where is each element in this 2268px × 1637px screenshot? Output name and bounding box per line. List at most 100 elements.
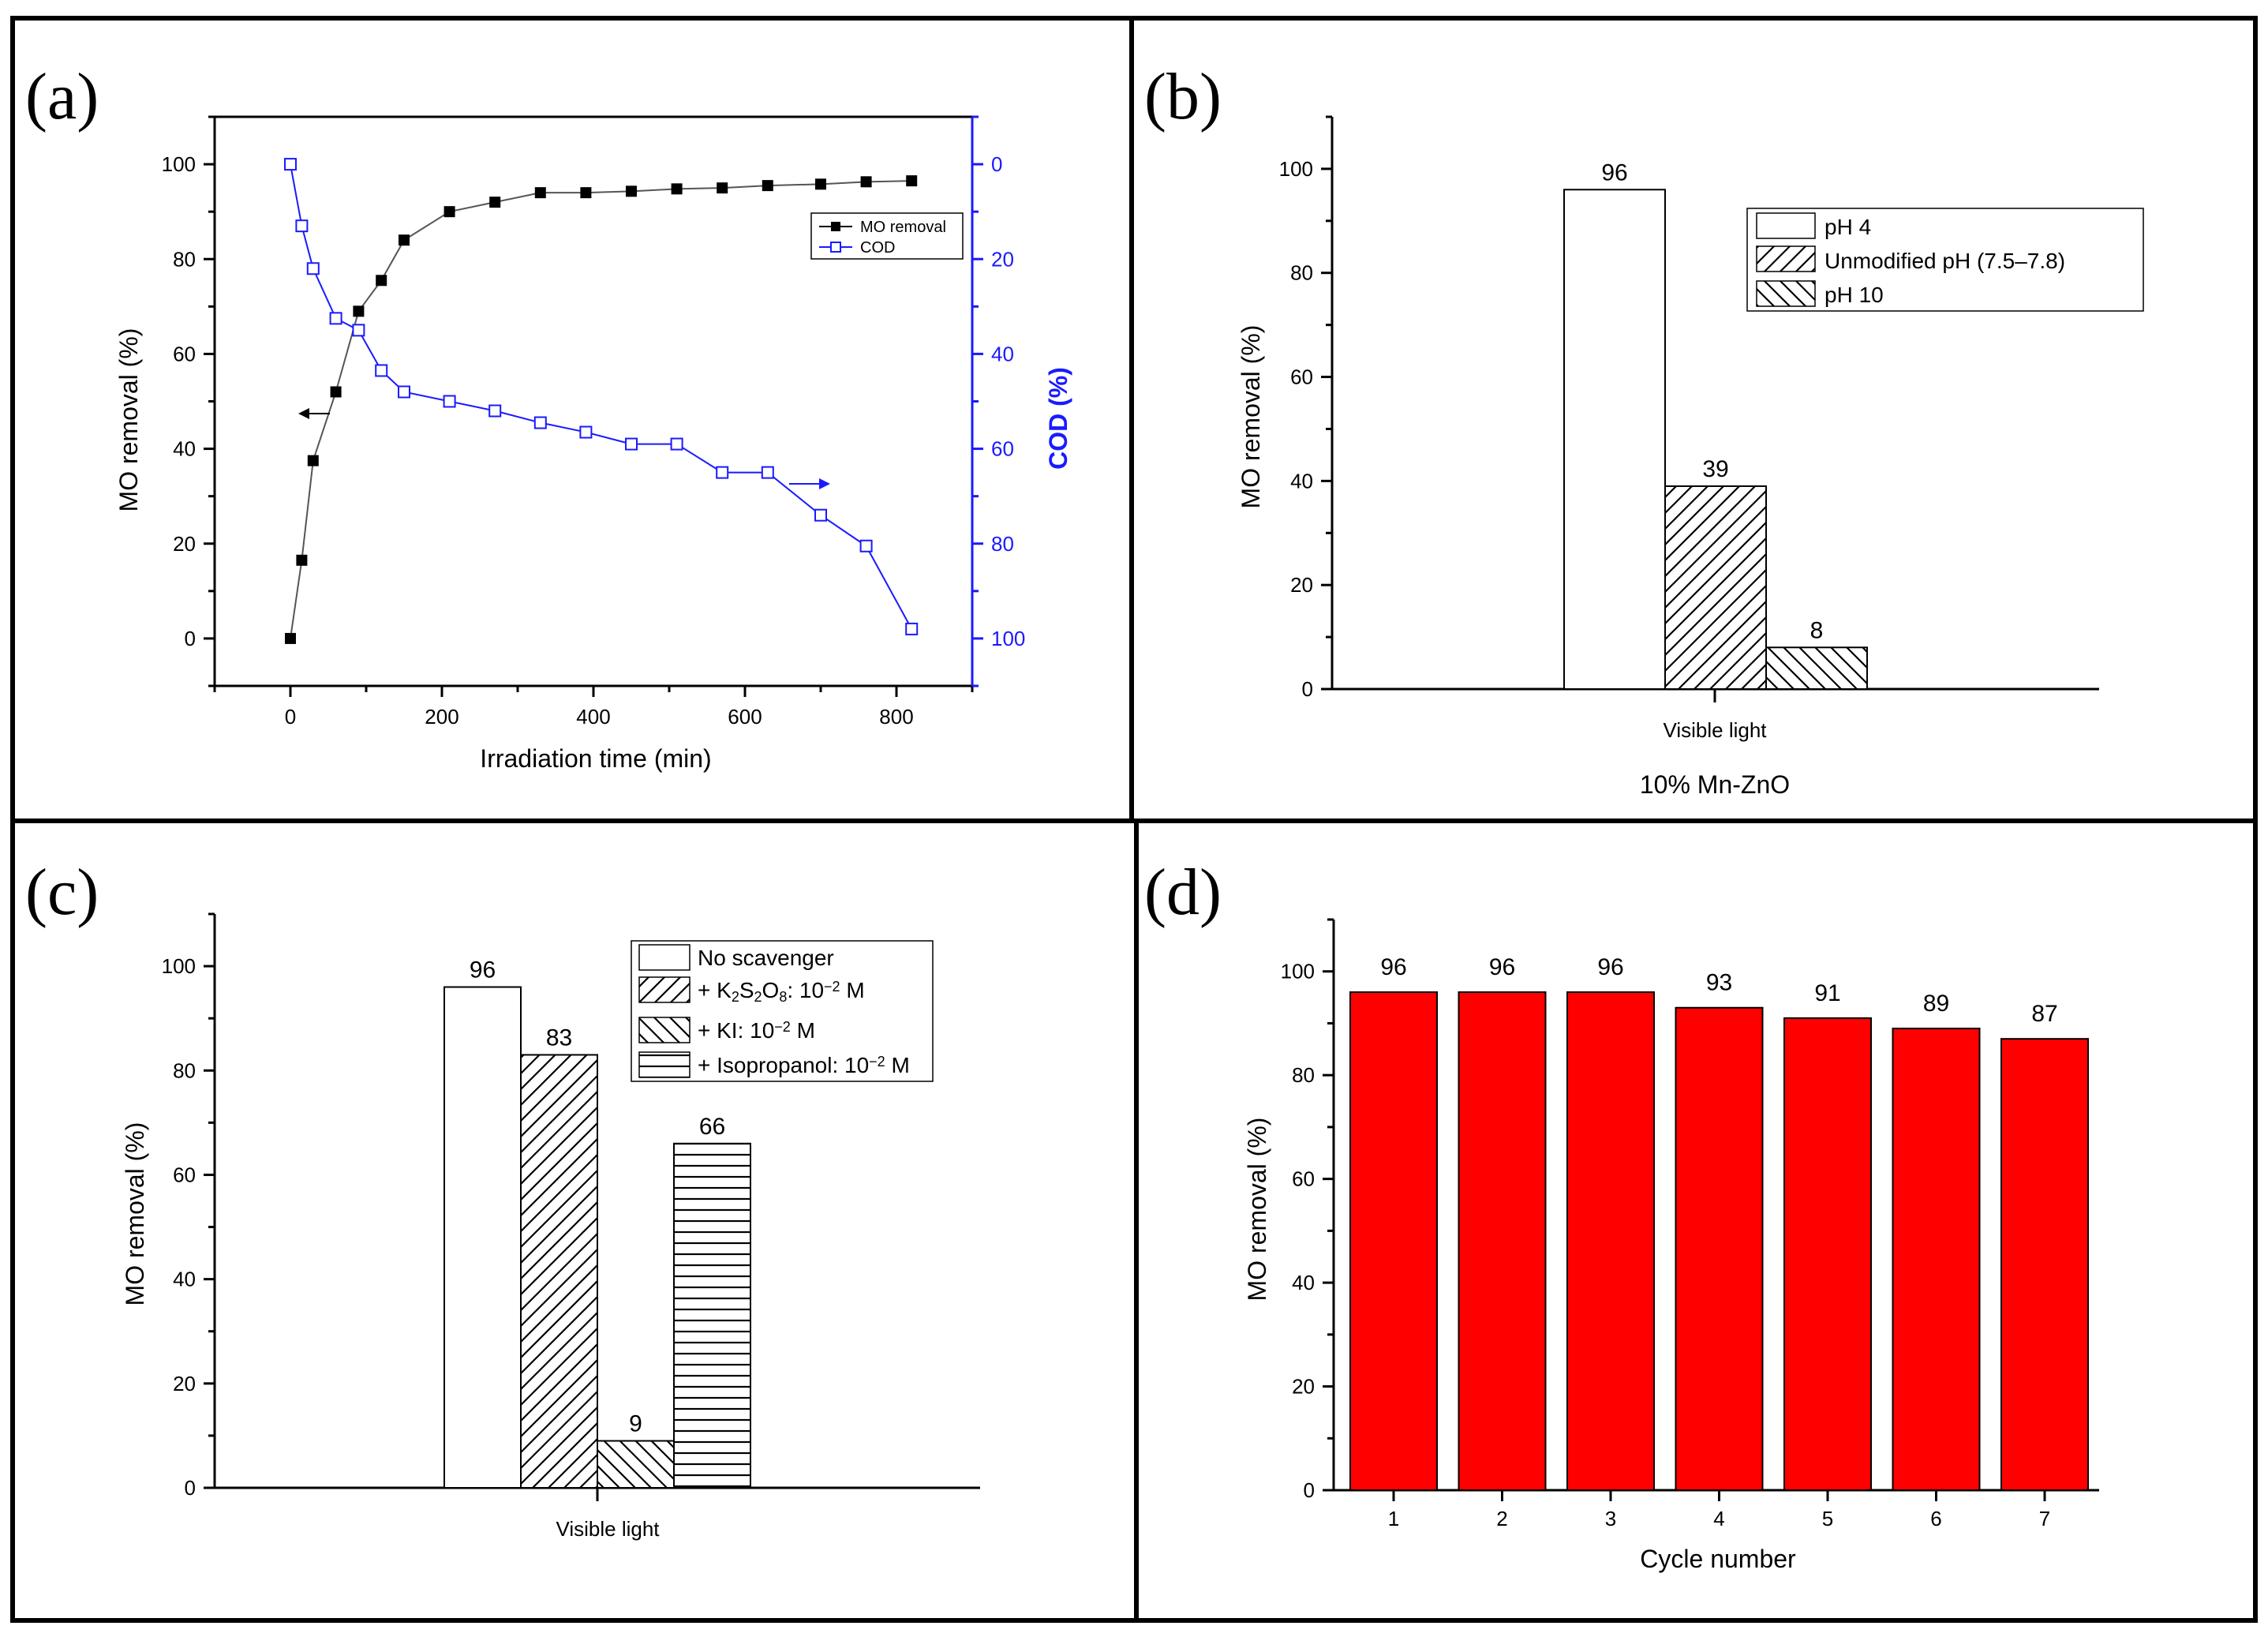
panel-d-y-tick-label: 60 <box>1292 1167 1315 1191</box>
panel-a-x-tick-label: 400 <box>576 705 610 729</box>
mo-removal-point <box>906 175 918 187</box>
panel-a-y-tick-label: 100 <box>162 152 196 176</box>
cod-point <box>761 466 774 479</box>
cod-point <box>905 622 919 635</box>
panel-a-x-tick-label: 600 <box>728 705 762 729</box>
legend-swatch-k2s2o8 <box>638 976 691 1003</box>
mo-removal-point <box>534 187 546 199</box>
panel-c-legend-label-part: : 10 <box>787 978 824 1002</box>
panel-c-legend-label-part: No scavenger <box>698 946 834 970</box>
panel-d-bar <box>1783 1017 1872 1491</box>
panel-d-x-tick-label: 5 <box>1822 1507 1833 1530</box>
panel-d-bars: 96 1 96 2 96 3 93 4 91 5 89 6 87 7 <box>1349 954 2089 1530</box>
panel-c-legend-label: + KI: 10−2 M <box>698 1018 815 1043</box>
panel-c-legend-label-part: −2 <box>824 979 840 995</box>
cod-point <box>533 416 547 429</box>
legend-swatch-ph4 <box>1756 212 1816 239</box>
panel-d-bar-value-label: 96 <box>1380 954 1406 980</box>
cod-point <box>306 262 320 275</box>
panel-d-y-tick-label: 20 <box>1292 1375 1315 1399</box>
panel-c-legend-label-part: 2 <box>732 989 739 1005</box>
panel-c-legend-label-part: + K <box>698 978 732 1002</box>
panel-c-bar <box>597 1440 675 1489</box>
panel-b-bar-value-label: 96 <box>1601 159 1627 185</box>
cod-axis-arrow <box>789 478 830 489</box>
panel-b-frame <box>1129 16 2258 823</box>
mo-removal-legend-marker <box>831 222 840 231</box>
panel-a-y2-ticks: 0 20 40 60 80 100 <box>972 115 1025 687</box>
cod-point <box>814 508 827 522</box>
mo-removal-point <box>860 176 872 188</box>
panel-c-bar-value-label: 66 <box>699 1114 725 1140</box>
cod-point <box>716 466 729 479</box>
cod-point <box>488 404 502 418</box>
panel-a-x-axis-label: Irradiation time (min) <box>480 744 711 773</box>
legend-label-unmodified-ph: Unmodified pH (7.5–7.8) <box>1825 249 2065 273</box>
legend-swatch-isopropanol <box>638 1051 691 1078</box>
panel-b-y-tick-label: 40 <box>1290 469 1313 493</box>
panel-a-y-tick-label: 60 <box>173 342 196 365</box>
panel-a-y2-tick-label: 0 <box>991 152 1002 176</box>
panel-d-bar-value-label: 96 <box>1597 954 1623 980</box>
panel-b-y-tick-label: 100 <box>1279 157 1313 181</box>
mo-removal-point <box>399 234 410 246</box>
panel-c-y-axis-label: MO removal (%) <box>121 1122 149 1306</box>
panel-a-x-tick-label: 200 <box>425 705 458 729</box>
panel-d-bar-value-label: 89 <box>1923 991 1949 1017</box>
cod-point <box>375 364 388 377</box>
panel-d-y-tick-label: 80 <box>1292 1063 1315 1087</box>
panel-d-x-tick-label: 6 <box>1930 1507 1941 1530</box>
panel-b-category-label: Visible light <box>1663 718 1767 742</box>
mo-removal-point <box>330 386 342 398</box>
mo-removal-point <box>285 632 296 644</box>
cod-point <box>329 312 342 325</box>
panel-d-y-tick-label: 40 <box>1292 1271 1315 1294</box>
panel-c-category-label: Visible light <box>556 1517 660 1541</box>
mo-removal-point <box>489 197 501 208</box>
panel-c-legend-label-part: 2 <box>754 989 762 1005</box>
panel-d-y-tick-label: 100 <box>1281 960 1315 983</box>
panel-b-y-tick-label: 80 <box>1290 261 1313 285</box>
panel-d-bar <box>1349 991 1438 1491</box>
panel-c-bar-value-label: 9 <box>629 1411 642 1437</box>
panel-c-bar-value-label: 83 <box>546 1025 572 1051</box>
mo-removal-point <box>443 206 455 218</box>
panel-c-legend-label-part: M <box>840 978 865 1002</box>
panel-c-y-ticks: 0 20 40 60 80 100 <box>162 912 215 1500</box>
panel-c-legend-label-part: 8 <box>779 989 787 1005</box>
panel-c-bar-value-label: 96 <box>470 957 496 983</box>
panel-c-bars: 96 83 9 66 <box>443 957 751 1489</box>
panel-c-y-tick-label: 60 <box>173 1163 196 1186</box>
panel-c-y-tick-label: 20 <box>173 1372 196 1395</box>
panel-d-x-tick-label: 3 <box>1605 1507 1616 1530</box>
panel-a-y-tick-label: 0 <box>185 627 196 650</box>
mo-removal-line <box>290 180 912 639</box>
panel-a-y-tick-label: 20 <box>173 532 196 556</box>
cod-point <box>625 437 638 451</box>
cod-line <box>290 163 913 630</box>
mo-removal-point <box>671 183 683 195</box>
panel-c-legend-label: No scavenger <box>698 946 834 970</box>
panel-a-series-lines <box>290 163 913 639</box>
cod-point <box>859 539 873 553</box>
legend-swatch-unmodified-ph <box>1756 245 1816 272</box>
mo-removal-point <box>353 305 365 317</box>
panel-c-y-tick-label: 0 <box>185 1476 196 1500</box>
panel-b-y-tick-label: 60 <box>1290 365 1313 389</box>
cod-legend-marker <box>830 242 841 253</box>
mo-removal-point <box>815 178 826 190</box>
panel-d-bar-value-label: 93 <box>1706 970 1732 996</box>
panel-c-legend-label-part: S <box>739 978 754 1002</box>
mo-removal-point <box>762 180 773 192</box>
panel-a-legend: MO removal COD <box>810 212 964 260</box>
panel-b-y-ticks: 0 20 40 60 80 100 <box>1279 115 1332 701</box>
panel-a-label: (a) <box>25 60 99 133</box>
cod-point <box>284 158 297 171</box>
cod-point <box>579 425 593 439</box>
panel-a-y2-tick-label: 40 <box>991 342 1014 365</box>
panel-d-bar-value-label: 91 <box>1814 980 1840 1006</box>
panel-a-y-axis-label: MO removal (%) <box>114 328 143 512</box>
panel-b-legend: pH 4 Unmodified pH (7.5–7.8) pH 10 <box>1746 208 2144 312</box>
